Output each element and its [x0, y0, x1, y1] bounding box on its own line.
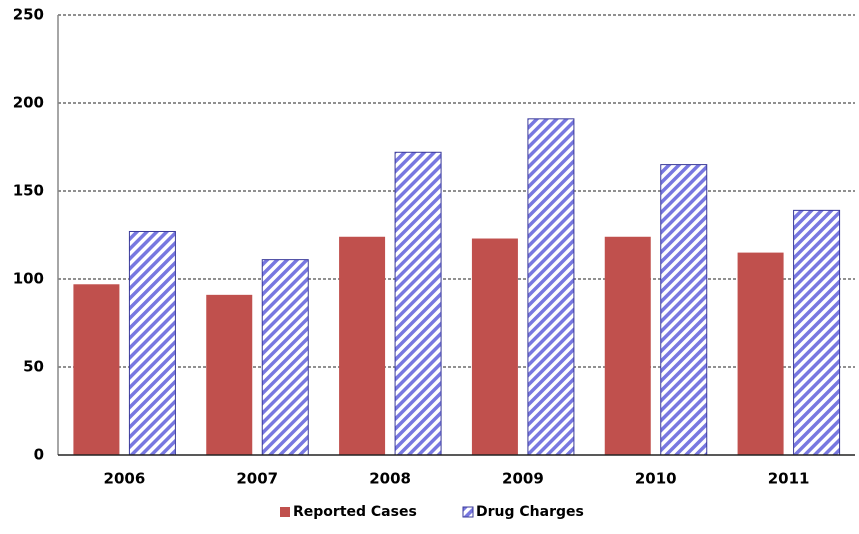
x-tick-label: 2010: [635, 470, 677, 488]
x-tick-label: 2006: [104, 470, 146, 488]
x-tick-label: 2011: [768, 470, 810, 488]
bar: [206, 294, 253, 455]
bar: [73, 284, 120, 455]
bar: [339, 236, 386, 455]
y-tick-label: 200: [13, 94, 44, 112]
bar: [660, 164, 708, 456]
bar: [527, 118, 575, 456]
x-tick-label: 2007: [236, 470, 278, 488]
bar: [128, 230, 176, 456]
x-tick-label: 2009: [502, 470, 544, 488]
bar: [471, 238, 518, 455]
legend-label: Reported Cases: [293, 504, 417, 520]
legend-label: Drug Charges: [476, 504, 584, 520]
bar: [261, 259, 309, 456]
legend-swatch: [280, 507, 290, 517]
y-tick-label: 100: [13, 270, 44, 288]
bar: [793, 209, 841, 456]
y-tick-label: 250: [13, 6, 44, 24]
y-tick-label: 0: [34, 446, 44, 464]
y-tick-label: 50: [23, 358, 44, 376]
bar: [737, 252, 784, 455]
bar: [394, 151, 442, 456]
y-tick-label: 150: [13, 182, 44, 200]
x-tick-label: 2008: [369, 470, 411, 488]
bar: [604, 236, 651, 455]
legend-swatch: [462, 506, 474, 518]
